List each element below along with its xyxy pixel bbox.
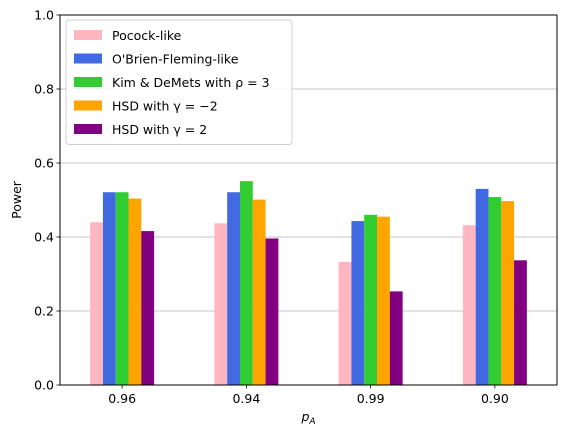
legend-swatch [74, 124, 102, 134]
legend-swatch [74, 30, 102, 40]
bar [377, 216, 390, 385]
x-tick-label: 0.99 [357, 391, 385, 406]
legend-swatch [74, 100, 102, 111]
bar [115, 192, 129, 385]
y-tick-label: 0.6 [34, 156, 54, 171]
y-tick-label: 0.2 [34, 304, 54, 319]
bar [364, 214, 378, 385]
legend: Pocock-like O'Brien-Fleming-like Kim & DeM… [65, 19, 293, 145]
y-axis: 0.0 0.2 0.4 0.6 0.8 1.0 [34, 8, 60, 393]
bars [90, 181, 527, 385]
bar [338, 261, 352, 385]
bar [514, 260, 527, 385]
bar [214, 223, 228, 385]
legend-label: HSD with γ = 2 [112, 122, 207, 137]
x-axis: 0.96 0.94 0.99 0.90 [108, 385, 509, 406]
y-tick-label: 0.0 [34, 378, 54, 393]
legend-swatch [74, 53, 102, 64]
bar [475, 188, 489, 385]
legend-label: O'Brien-Fleming-like [112, 52, 239, 67]
bar [102, 192, 116, 385]
bar [488, 197, 502, 385]
legend-label: HSD with γ = −2 [112, 99, 218, 114]
bar [141, 231, 155, 385]
x-axis-label: pA [300, 409, 315, 427]
y-axis-label: Power [9, 180, 24, 219]
legend-swatch [74, 77, 102, 87]
bar [389, 291, 403, 385]
bar [462, 225, 476, 385]
bar [501, 201, 515, 385]
legend-label: Pocock-like [112, 28, 182, 43]
bar [128, 198, 142, 385]
legend-box [65, 19, 293, 145]
x-axis-label-main: p [300, 409, 309, 424]
bar [227, 192, 240, 385]
plot-frame [59, 14, 558, 386]
x-axis-label-subscript: A [308, 417, 315, 427]
bar [252, 199, 266, 385]
y-tick-label: 1.0 [34, 8, 54, 23]
bar [90, 222, 103, 385]
bar [265, 238, 279, 385]
bar [239, 181, 253, 385]
x-tick-label: 0.96 [108, 391, 136, 406]
x-tick-label: 0.90 [481, 391, 509, 406]
x-tick-label: 0.94 [232, 391, 260, 406]
bar [351, 221, 365, 385]
y-tick-label: 0.4 [34, 230, 54, 245]
y-tick-label: 0.8 [34, 82, 54, 97]
legend-label: Kim & DeMets with ρ = 3 [112, 75, 270, 90]
